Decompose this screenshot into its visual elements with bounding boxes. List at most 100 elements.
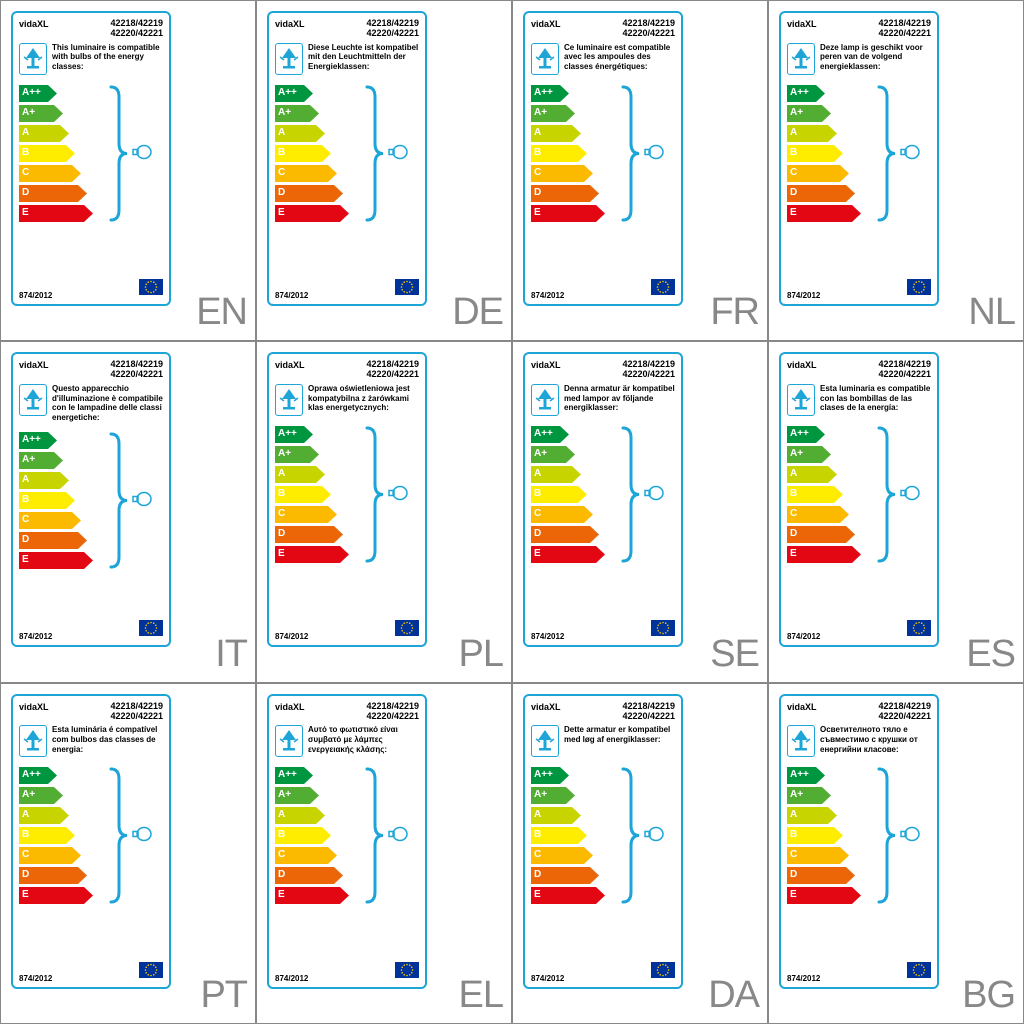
lamp-icon xyxy=(534,46,556,72)
energy-class-label: A xyxy=(278,468,285,479)
energy-class-label: D xyxy=(790,187,797,198)
energy-class-label: A+ xyxy=(790,448,803,459)
energy-class-label: A xyxy=(534,809,541,820)
lamp-icon-box xyxy=(19,384,47,416)
energy-chart: A++ A+ A B C D E xyxy=(531,85,675,225)
lamp-icon-box xyxy=(19,43,47,75)
bracket-icon xyxy=(365,767,385,904)
lamp-icon-box xyxy=(787,43,815,75)
energy-label-card: vidaXL 42218/42219 42220/42221 Questo ap… xyxy=(11,352,171,647)
energy-class-label: A++ xyxy=(278,769,297,780)
lamp-icon xyxy=(534,387,556,413)
product-codes: 42218/42219 42220/42221 xyxy=(366,19,419,39)
energy-class-label: C xyxy=(278,849,285,860)
eu-flag-icon xyxy=(139,620,163,636)
language-code: PL xyxy=(459,633,503,676)
energy-chart: A++ A+ A B C D E xyxy=(531,767,675,907)
energy-class-label: C xyxy=(22,167,29,178)
energy-class-label: C xyxy=(278,508,285,519)
bulb-icon xyxy=(387,484,409,502)
lamp-icon xyxy=(278,387,300,413)
eu-flag-icon xyxy=(395,620,419,636)
bracket-icon xyxy=(365,85,385,222)
bulb-icon xyxy=(643,825,665,843)
energy-class-label: A+ xyxy=(790,789,803,800)
bracket-icon xyxy=(109,85,129,222)
language-code: NL xyxy=(968,291,1015,334)
energy-chart: A++ A+ A B C D E xyxy=(531,426,675,566)
compatibility-text: This luminaire is compatible with bulbs … xyxy=(52,43,163,72)
eu-flag-icon xyxy=(907,620,931,636)
eu-flag xyxy=(139,620,163,641)
label-cell: vidaXL 42218/42219 42220/42221 Осветител… xyxy=(768,683,1024,1024)
lamp-icon xyxy=(22,46,44,72)
bulb-icon xyxy=(643,484,665,502)
bracket-icon xyxy=(621,767,641,904)
energy-class-label: A xyxy=(278,127,285,138)
language-code: EN xyxy=(196,291,247,334)
energy-label-card: vidaXL 42218/42219 42220/42221 Oprawa oś… xyxy=(267,352,427,647)
regulation-number: 874/2012 xyxy=(531,974,564,983)
eu-flag-icon xyxy=(651,279,675,295)
energy-label-card: vidaXL 42218/42219 42220/42221 Dette arm… xyxy=(523,694,683,989)
regulation-number: 874/2012 xyxy=(19,291,52,300)
bulb-icon xyxy=(643,143,665,161)
energy-class-label: D xyxy=(534,869,541,880)
eu-flag xyxy=(395,962,419,983)
compatibility-text: Denna armatur är kompatibel med lampor a… xyxy=(564,384,675,413)
bracket-icon xyxy=(877,767,897,904)
compatibility-text: Oprawa oświetleniowa jest kompatybilna z… xyxy=(308,384,419,413)
eu-flag-icon xyxy=(395,279,419,295)
energy-class-label: A+ xyxy=(534,448,547,459)
product-codes: 42218/42219 42220/42221 xyxy=(622,19,675,39)
regulation-number: 874/2012 xyxy=(19,974,52,983)
lamp-icon-box xyxy=(275,725,303,757)
bulb-icon xyxy=(131,490,153,508)
energy-class-label: E xyxy=(534,548,541,559)
brand-name: vidaXL xyxy=(19,702,49,722)
energy-class-label: D xyxy=(22,869,29,880)
eu-flag-icon xyxy=(907,279,931,295)
energy-class-label: B xyxy=(534,488,541,499)
product-codes: 42218/42219 42220/42221 xyxy=(878,360,931,380)
language-code: IT xyxy=(215,633,247,676)
energy-class-label: A++ xyxy=(22,769,41,780)
energy-class-label: A+ xyxy=(22,454,35,465)
energy-class-label: B xyxy=(278,829,285,840)
energy-label-card: vidaXL 42218/42219 42220/42221 Deze lamp… xyxy=(779,11,939,306)
lamp-icon xyxy=(278,728,300,754)
regulation-number: 874/2012 xyxy=(275,974,308,983)
energy-class-label: A xyxy=(22,474,29,485)
label-cell: vidaXL 42218/42219 42220/42221 Αυτό το φ… xyxy=(256,683,512,1024)
brand-name: vidaXL xyxy=(275,360,305,380)
eu-flag xyxy=(907,620,931,641)
language-code: EL xyxy=(459,974,503,1017)
language-code: DE xyxy=(452,291,503,334)
regulation-number: 874/2012 xyxy=(275,632,308,641)
energy-class-label: C xyxy=(790,167,797,178)
energy-class-label: A++ xyxy=(534,769,553,780)
eu-flag-icon xyxy=(651,620,675,636)
energy-class-label: A xyxy=(22,809,29,820)
energy-chart: A++ A+ A B C D E xyxy=(787,85,931,225)
brand-name: vidaXL xyxy=(275,19,305,39)
energy-class-label: A++ xyxy=(790,428,809,439)
bracket-icon xyxy=(109,432,129,569)
product-codes: 42218/42219 42220/42221 xyxy=(110,702,163,722)
energy-class-label: A++ xyxy=(790,87,809,98)
regulation-number: 874/2012 xyxy=(531,632,564,641)
compatibility-text: Осветителното тяло е съвместимо с крушки… xyxy=(820,725,931,754)
label-cell: vidaXL 42218/42219 42220/42221 Ce lumina… xyxy=(512,0,768,341)
label-cell: vidaXL 42218/42219 42220/42221 Esta lumi… xyxy=(768,341,1024,682)
eu-flag xyxy=(651,620,675,641)
lamp-icon xyxy=(278,46,300,72)
bracket-icon xyxy=(109,767,129,904)
energy-class-label: B xyxy=(790,488,797,499)
brand-name: vidaXL xyxy=(19,360,49,380)
energy-class-label: C xyxy=(534,167,541,178)
brand-name: vidaXL xyxy=(19,19,49,39)
regulation-number: 874/2012 xyxy=(787,974,820,983)
energy-class-label: A+ xyxy=(278,789,291,800)
product-codes: 42218/42219 42220/42221 xyxy=(366,702,419,722)
lamp-icon-box xyxy=(787,725,815,757)
